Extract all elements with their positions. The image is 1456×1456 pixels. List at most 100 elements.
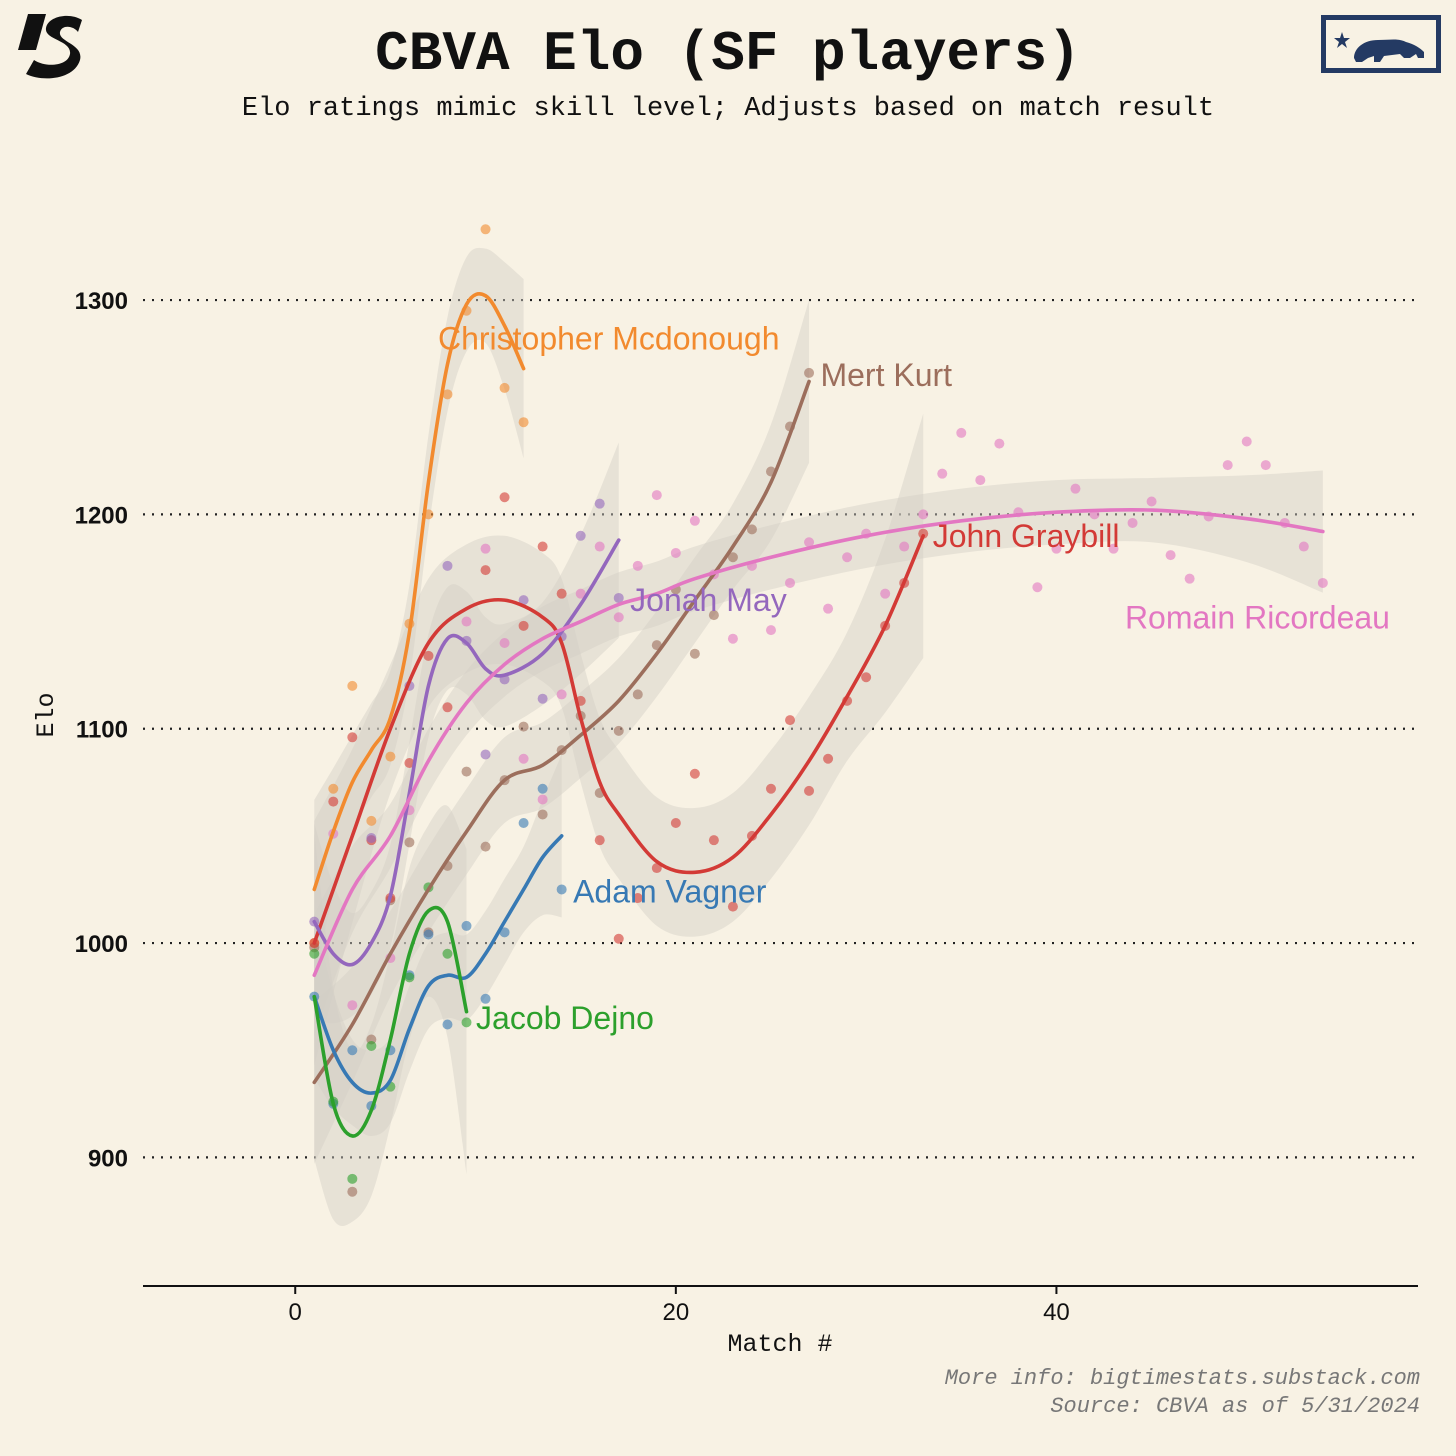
point-christopher-mcdonough	[499, 382, 510, 393]
point-adam-vagner	[423, 929, 434, 940]
point-adam-vagner	[347, 1045, 358, 1056]
point-john-graybill	[689, 768, 700, 779]
footer-source: Source: CBVA as of 5/31/2024	[1050, 1394, 1420, 1419]
footer-more-info: More info: bigtimestats.substack.com	[944, 1366, 1420, 1391]
point-john-graybill	[785, 715, 796, 726]
point-jacob-dejno	[309, 948, 320, 959]
point-christopher-mcdonough	[328, 783, 339, 794]
point-adam-vagner	[480, 993, 491, 1004]
point-romain-ricordeau	[785, 577, 796, 588]
point-adam-vagner	[499, 927, 510, 938]
point-romain-ricordeau	[765, 625, 776, 636]
point-john-graybill	[613, 933, 624, 944]
point-adam-vagner	[442, 1019, 453, 1030]
point-adam-vagner	[461, 920, 472, 931]
line-john-graybill	[312, 534, 926, 945]
point-romain-ricordeau	[1165, 550, 1176, 561]
point-romain-ricordeau	[461, 616, 472, 627]
point-john-graybill	[480, 565, 491, 576]
point-romain-ricordeau	[1260, 460, 1271, 471]
point-jacob-dejno	[404, 972, 415, 983]
point-romain-ricordeau	[1032, 582, 1043, 593]
y-tick-label: 1200	[75, 502, 128, 529]
point-john-graybill	[804, 785, 815, 796]
point-romain-ricordeau	[1108, 543, 1119, 554]
point-mert-kurt	[461, 766, 472, 777]
band-mert-kurt	[314, 300, 810, 1164]
line-romain-ricordeau	[312, 507, 1325, 978]
x-tick-label: 40	[1043, 1299, 1070, 1326]
point-mert-kurt	[518, 721, 529, 732]
point-mert-kurt	[347, 1186, 358, 1197]
point-romain-ricordeau	[727, 633, 738, 644]
point-romain-ricordeau	[842, 552, 853, 563]
band-adam-vagner	[314, 754, 562, 1136]
point-jacob-dejno	[461, 1017, 472, 1028]
point-mert-kurt	[613, 725, 624, 736]
point-john-graybill	[537, 541, 548, 552]
series-label-romain-ricordeau: Romain Ricordeau	[1125, 599, 1390, 635]
point-mert-kurt	[632, 689, 643, 700]
substack-s-logo-icon	[18, 14, 82, 79]
point-christopher-mcdonough	[518, 417, 529, 428]
line-christopher-mcdonough	[312, 292, 526, 892]
point-john-graybill	[556, 588, 567, 599]
point-romain-ricordeau	[937, 468, 948, 479]
y-tick-label: 900	[88, 1145, 128, 1172]
point-john-graybill	[499, 492, 510, 503]
band-romain-ricordeau	[314, 470, 1323, 1037]
line-adam-vagner	[312, 834, 564, 1095]
point-john-graybill	[708, 835, 719, 846]
line-jonah-may	[312, 538, 621, 967]
x-axis-label: Match #	[727, 1330, 832, 1359]
point-romain-ricordeau	[1070, 483, 1081, 494]
chart-subtitle: Elo ratings mimic skill level; Adjusts b…	[241, 94, 1215, 124]
series-label-mert-kurt: Mert Kurt	[820, 357, 952, 393]
point-romain-ricordeau	[994, 438, 1005, 449]
y-tick-label: 1100	[76, 717, 128, 744]
point-romain-ricordeau	[651, 490, 662, 501]
line-jacob-dejno	[312, 905, 469, 1138]
point-jonah-may	[518, 595, 529, 606]
y-tick-label: 1000	[75, 931, 128, 958]
point-romain-ricordeau	[632, 560, 643, 571]
point-mert-kurt	[537, 809, 548, 820]
point-romain-ricordeau	[689, 515, 700, 526]
confidence-bands	[314, 247, 1323, 1227]
point-john-graybill	[347, 732, 358, 743]
point-romain-ricordeau	[1051, 543, 1062, 554]
point-romain-ricordeau	[823, 603, 834, 614]
point-jonah-may	[594, 498, 605, 509]
point-jonah-may	[366, 833, 377, 844]
y-axis-label: Elo	[32, 692, 61, 737]
line-mert-kurt	[312, 379, 811, 1085]
series-label-jacob-dejno: Jacob Dejno	[476, 1000, 654, 1036]
point-romain-ricordeau	[918, 509, 929, 520]
point-christopher-mcdonough	[385, 751, 396, 762]
point-jonah-may	[575, 530, 586, 541]
california-bear-flag-icon	[1321, 15, 1441, 73]
x-tick-label: 0	[289, 1299, 302, 1326]
point-john-graybill	[861, 672, 872, 683]
point-jonah-may	[442, 560, 453, 571]
point-jonah-may	[613, 592, 624, 603]
point-romain-ricordeau	[1146, 496, 1157, 507]
point-romain-ricordeau	[880, 588, 891, 599]
point-mert-kurt	[480, 841, 491, 852]
point-john-graybill	[918, 528, 929, 539]
point-romain-ricordeau	[804, 537, 815, 548]
point-christopher-mcdonough	[480, 224, 491, 235]
point-adam-vagner	[537, 783, 548, 794]
point-john-graybill	[404, 758, 415, 769]
point-mert-kurt	[746, 524, 757, 535]
series-label-adam-vagner: Adam Vagner	[573, 874, 767, 910]
point-jacob-dejno	[442, 948, 453, 959]
x-tick-label: 20	[662, 1299, 689, 1326]
point-adam-vagner	[518, 818, 529, 829]
smooth-lines	[312, 292, 1325, 1138]
point-christopher-mcdonough	[442, 389, 453, 400]
series-label-john-graybill: John Graybill	[933, 518, 1120, 554]
band-jonah-may	[314, 442, 619, 1024]
point-romain-ricordeau	[480, 543, 491, 554]
